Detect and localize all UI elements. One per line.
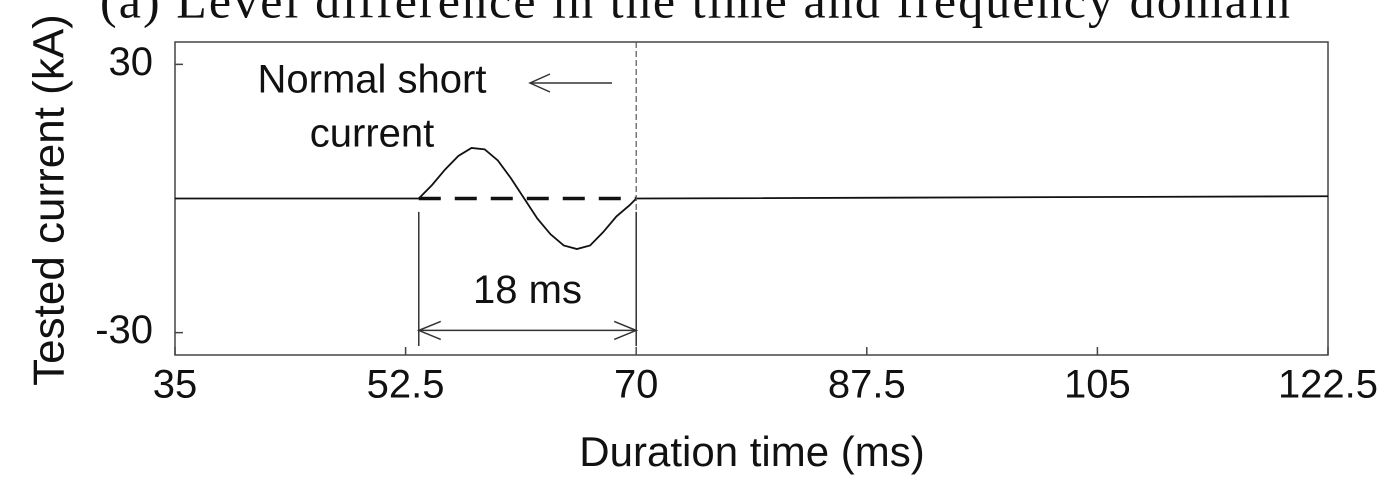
x-axis-label: Duration time (ms) xyxy=(579,428,924,475)
annotation-text: Normal short xyxy=(258,58,487,102)
x-tick-label: 35 xyxy=(153,363,198,407)
chart-title: (a) Level difference in the time and fre… xyxy=(100,0,1290,28)
span-arrowhead xyxy=(416,320,442,341)
annotation-text: current xyxy=(310,112,435,156)
x-tick-label: 70 xyxy=(614,363,659,407)
x-tick-label: 122.5 xyxy=(1278,363,1378,407)
span-label: 18 ms xyxy=(473,268,582,312)
annotation-arrow xyxy=(528,73,612,93)
y-tick-label: -30 xyxy=(95,308,153,352)
x-tick-label: 52.5 xyxy=(367,363,445,407)
x-tick-label: 105 xyxy=(1064,363,1131,407)
x-tick-label: 87.5 xyxy=(828,363,906,407)
line-series xyxy=(175,147,1329,250)
y-axis-label: Tested current (kA) xyxy=(25,14,74,386)
span-arrowhead xyxy=(613,320,639,341)
y-tick-label: 30 xyxy=(109,40,154,84)
